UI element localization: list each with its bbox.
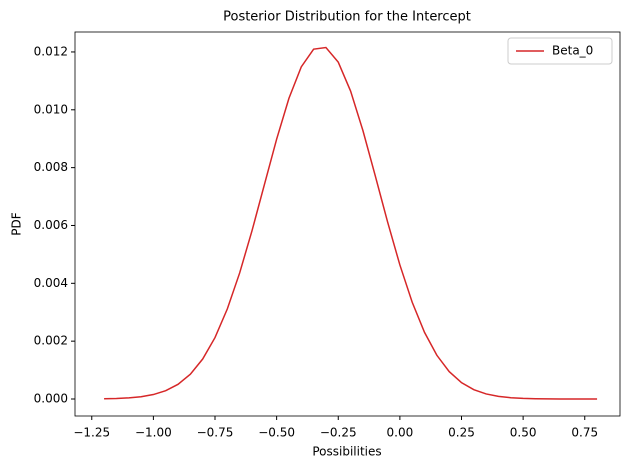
x-tick-label: 0.00 bbox=[387, 426, 414, 440]
x-tick-label: 0.25 bbox=[448, 426, 475, 440]
y-tick-label: 0.010 bbox=[34, 102, 68, 116]
x-axis-label: Possibilities bbox=[312, 445, 381, 459]
y-tick-label: 0.006 bbox=[34, 218, 68, 232]
x-tick-label: −0.75 bbox=[197, 426, 234, 440]
y-tick-label: 0.002 bbox=[34, 334, 68, 348]
y-tick-label: 0.012 bbox=[34, 44, 68, 58]
y-tick-label: 0.000 bbox=[34, 391, 68, 405]
chart-title: Posterior Distribution for the Intercept bbox=[223, 10, 471, 25]
x-tick-label: −1.25 bbox=[73, 426, 110, 440]
x-tick-label: 0.75 bbox=[571, 426, 598, 440]
data-line bbox=[104, 46, 598, 400]
y-axis-label: PDF bbox=[10, 212, 24, 235]
legend-box bbox=[507, 37, 613, 65]
x-tick-label: −0.50 bbox=[258, 426, 295, 440]
plot-frame bbox=[74, 31, 621, 417]
y-tick-label: 0.008 bbox=[34, 160, 68, 174]
legend-label: Beta_0 bbox=[552, 44, 593, 58]
y-tick-label: 0.004 bbox=[34, 276, 68, 290]
x-tick-label: −1.00 bbox=[135, 426, 172, 440]
x-tick-label: −0.25 bbox=[320, 426, 357, 440]
x-tick-label: 0.50 bbox=[510, 426, 537, 440]
